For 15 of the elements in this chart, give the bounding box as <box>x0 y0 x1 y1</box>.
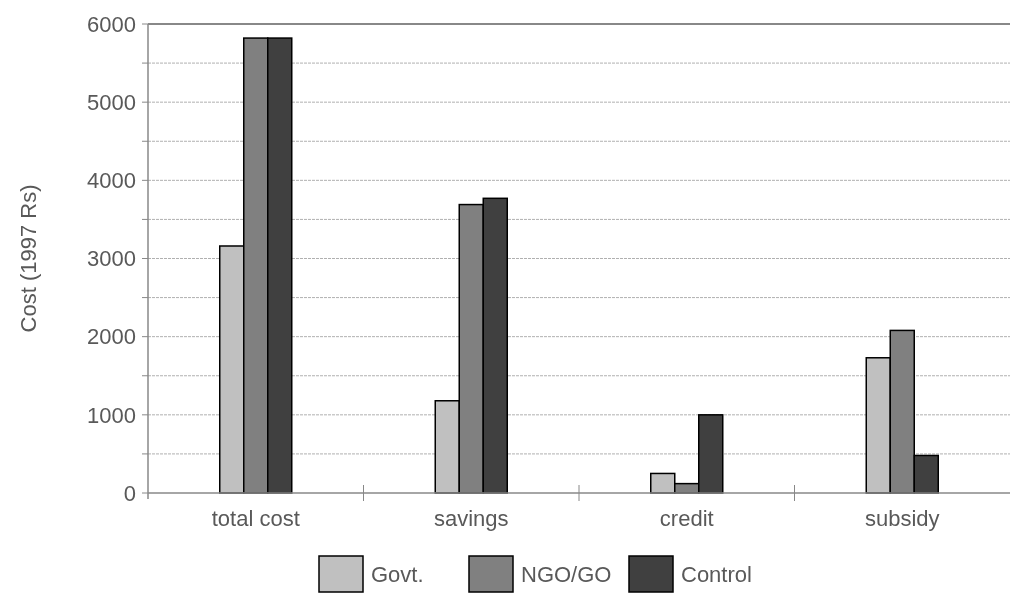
y-tick-label: 0 <box>123 480 136 506</box>
legend-label: Control <box>681 561 752 587</box>
x-tick-label: savings <box>433 506 509 531</box>
y-tick-label: 1000 <box>87 402 136 428</box>
y-axis-title: Cost (1997 Rs) <box>16 184 41 333</box>
y-tick-label: 4000 <box>87 168 136 194</box>
x-tick-label: subsidy <box>864 506 940 531</box>
y-tick-label: 3000 <box>87 246 136 272</box>
legend-label: Govt. <box>371 561 424 587</box>
y-tick-label: 2000 <box>87 324 136 350</box>
y-tick-label: 5000 <box>87 89 136 115</box>
x-tick-label: credit <box>659 506 714 531</box>
y-tick-label: 6000 <box>87 11 136 37</box>
x-tick-label: total cost <box>211 506 300 531</box>
legend-label: NGO/GO <box>521 561 612 587</box>
